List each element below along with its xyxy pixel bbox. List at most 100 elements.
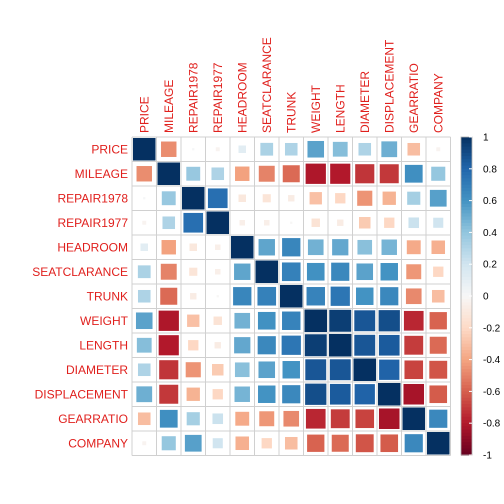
corr-cell-headroom-repair1977 bbox=[214, 244, 221, 251]
corr-cell-repair1978-diameter bbox=[357, 190, 373, 206]
legend-band bbox=[461, 267, 472, 272]
legend-band bbox=[461, 413, 472, 418]
corr-cell-weight-gearratio bbox=[403, 310, 424, 331]
corr-cell-diameter-trunk bbox=[282, 361, 300, 379]
column-label-price: PRICE bbox=[137, 96, 151, 133]
legend-band bbox=[461, 289, 472, 294]
corr-cell-diameter-displacement bbox=[379, 359, 400, 380]
corr-cell-price-displacement bbox=[381, 141, 398, 158]
corr-cell-seatclarance-gearratio bbox=[406, 264, 422, 280]
corr-cell-displacement-repair1977 bbox=[212, 389, 223, 400]
legend-band bbox=[461, 315, 472, 319]
corr-cell-repair1977-headroom bbox=[239, 219, 246, 226]
corr-cell-displacement-company bbox=[429, 385, 448, 404]
row-label-gearratio: GEARRATIO bbox=[58, 412, 128, 426]
corr-cell-displacement-headroom bbox=[234, 386, 250, 402]
row-labels: PRICE MILEAGE REPAIR1978 REPAIR1977 HEADROOM… bbox=[32, 142, 128, 450]
corr-cell-diameter-seatclarance bbox=[258, 361, 276, 379]
corr-cell-repair1978-seatclarance bbox=[262, 194, 271, 203]
corr-cell-diameter-price bbox=[137, 363, 151, 377]
corr-cell-gearratio-headroom bbox=[235, 411, 250, 426]
corr-cell-gearratio-weight bbox=[305, 408, 326, 429]
color-legend: 1 0.8 0.6 0.4 0.2 0 -0.2 -0.4 -0.6 -0.8 -1 bbox=[460, 133, 501, 462]
legend-band bbox=[461, 245, 472, 249]
corr-cell-displacement-mileage bbox=[159, 384, 179, 404]
corr-cell-repair1977-gearratio bbox=[408, 217, 420, 229]
corr-cell-displacement-diameter bbox=[354, 384, 375, 405]
corr-cell-mileage-company bbox=[431, 166, 446, 181]
row-label-length: LENGTH bbox=[79, 338, 128, 352]
corr-cell-price-length bbox=[332, 141, 348, 157]
corr-cell-repair1977-length bbox=[337, 219, 344, 226]
row-label-seatclarance: SEATCLARANCE bbox=[32, 265, 128, 279]
corr-cell-trunk-weight bbox=[306, 287, 325, 306]
corr-cell-trunk-diameter bbox=[356, 287, 374, 305]
corr-cell-mileage-mileage bbox=[157, 162, 181, 186]
corr-cell-displacement-trunk bbox=[282, 385, 301, 404]
legend-band bbox=[461, 162, 472, 167]
corr-cell-weight-weight bbox=[304, 309, 328, 333]
legend-band bbox=[461, 200, 472, 205]
legend-tick-label: 0 bbox=[483, 292, 489, 303]
corr-cell-repair1978-repair1977 bbox=[207, 188, 228, 209]
corr-cell-mileage-weight bbox=[305, 163, 326, 184]
legend-band bbox=[461, 416, 472, 421]
corr-cell-displacement-gearratio bbox=[403, 383, 425, 405]
legend-band bbox=[461, 343, 472, 348]
legend-band bbox=[461, 420, 472, 424]
corr-cell-price-weight bbox=[307, 140, 325, 158]
column-label-repair1978: REPAIR1978 bbox=[186, 62, 200, 133]
corr-cell-weight-length bbox=[329, 309, 352, 332]
legend-band bbox=[461, 261, 472, 265]
legend-band bbox=[461, 404, 472, 408]
column-label-seatclarance: SEATCLARANCE bbox=[260, 37, 274, 133]
legend-band bbox=[461, 378, 472, 383]
corr-cell-gearratio-gearratio bbox=[402, 407, 426, 431]
legend-band bbox=[461, 359, 472, 364]
legend-band bbox=[461, 140, 472, 144]
legend-tick-label: 0.8 bbox=[483, 164, 497, 175]
legend-band bbox=[461, 226, 472, 230]
row-label-price: PRICE bbox=[91, 142, 128, 156]
legend-band bbox=[461, 299, 472, 303]
legend-band bbox=[461, 388, 472, 392]
corr-cell-company-length bbox=[331, 434, 349, 452]
legend-band bbox=[461, 321, 472, 326]
corr-cell-mileage-length bbox=[330, 163, 351, 184]
corr-cell-company-displacement bbox=[380, 434, 399, 453]
corr-cell-weight-displacement bbox=[378, 310, 400, 332]
corr-cell-headroom-repair1978 bbox=[189, 243, 197, 251]
legend-band bbox=[461, 232, 472, 237]
corr-cell-company-seatclarance bbox=[261, 438, 272, 449]
corr-cell-repair1977-seatclarance bbox=[263, 219, 270, 226]
corr-cell-company-trunk bbox=[284, 436, 298, 450]
corr-cell-repair1978-displacement bbox=[382, 191, 396, 205]
legend-band bbox=[461, 283, 472, 288]
corr-cell-seatclarance-displacement bbox=[380, 263, 398, 281]
corr-cell-length-company bbox=[429, 336, 447, 354]
legend-tick-label: 1 bbox=[483, 133, 489, 144]
row-label-diameter: DIAMETER bbox=[66, 363, 128, 377]
corr-cell-repair1978-company bbox=[429, 189, 447, 207]
grid-layer bbox=[131, 136, 451, 456]
legend-band bbox=[461, 365, 472, 370]
legend-band bbox=[461, 191, 472, 195]
corr-cell-mileage-headroom bbox=[235, 166, 250, 181]
corr-cell-repair1977-repair1978 bbox=[183, 212, 204, 233]
corr-cell-headroom-weight bbox=[307, 239, 324, 256]
corr-cell-trunk-displacement bbox=[380, 287, 399, 306]
legend-band bbox=[461, 248, 472, 253]
corr-cell-displacement-length bbox=[329, 383, 351, 405]
legend-band bbox=[461, 276, 472, 281]
legend-band bbox=[461, 381, 472, 386]
corr-cell-gearratio-repair1977 bbox=[212, 413, 224, 425]
corr-cell-company-company bbox=[426, 431, 450, 455]
corr-cell-repair1978-length bbox=[335, 193, 346, 204]
legend-band bbox=[461, 152, 472, 157]
column-label-repair1977: REPAIR1977 bbox=[211, 62, 225, 133]
corr-cell-headroom-trunk bbox=[282, 238, 301, 257]
legend-band bbox=[461, 410, 472, 415]
row-label-weight: WEIGHT bbox=[80, 314, 129, 328]
corr-cell-headroom-mileage bbox=[161, 240, 176, 255]
legend-tick-label: -0.2 bbox=[483, 323, 501, 334]
